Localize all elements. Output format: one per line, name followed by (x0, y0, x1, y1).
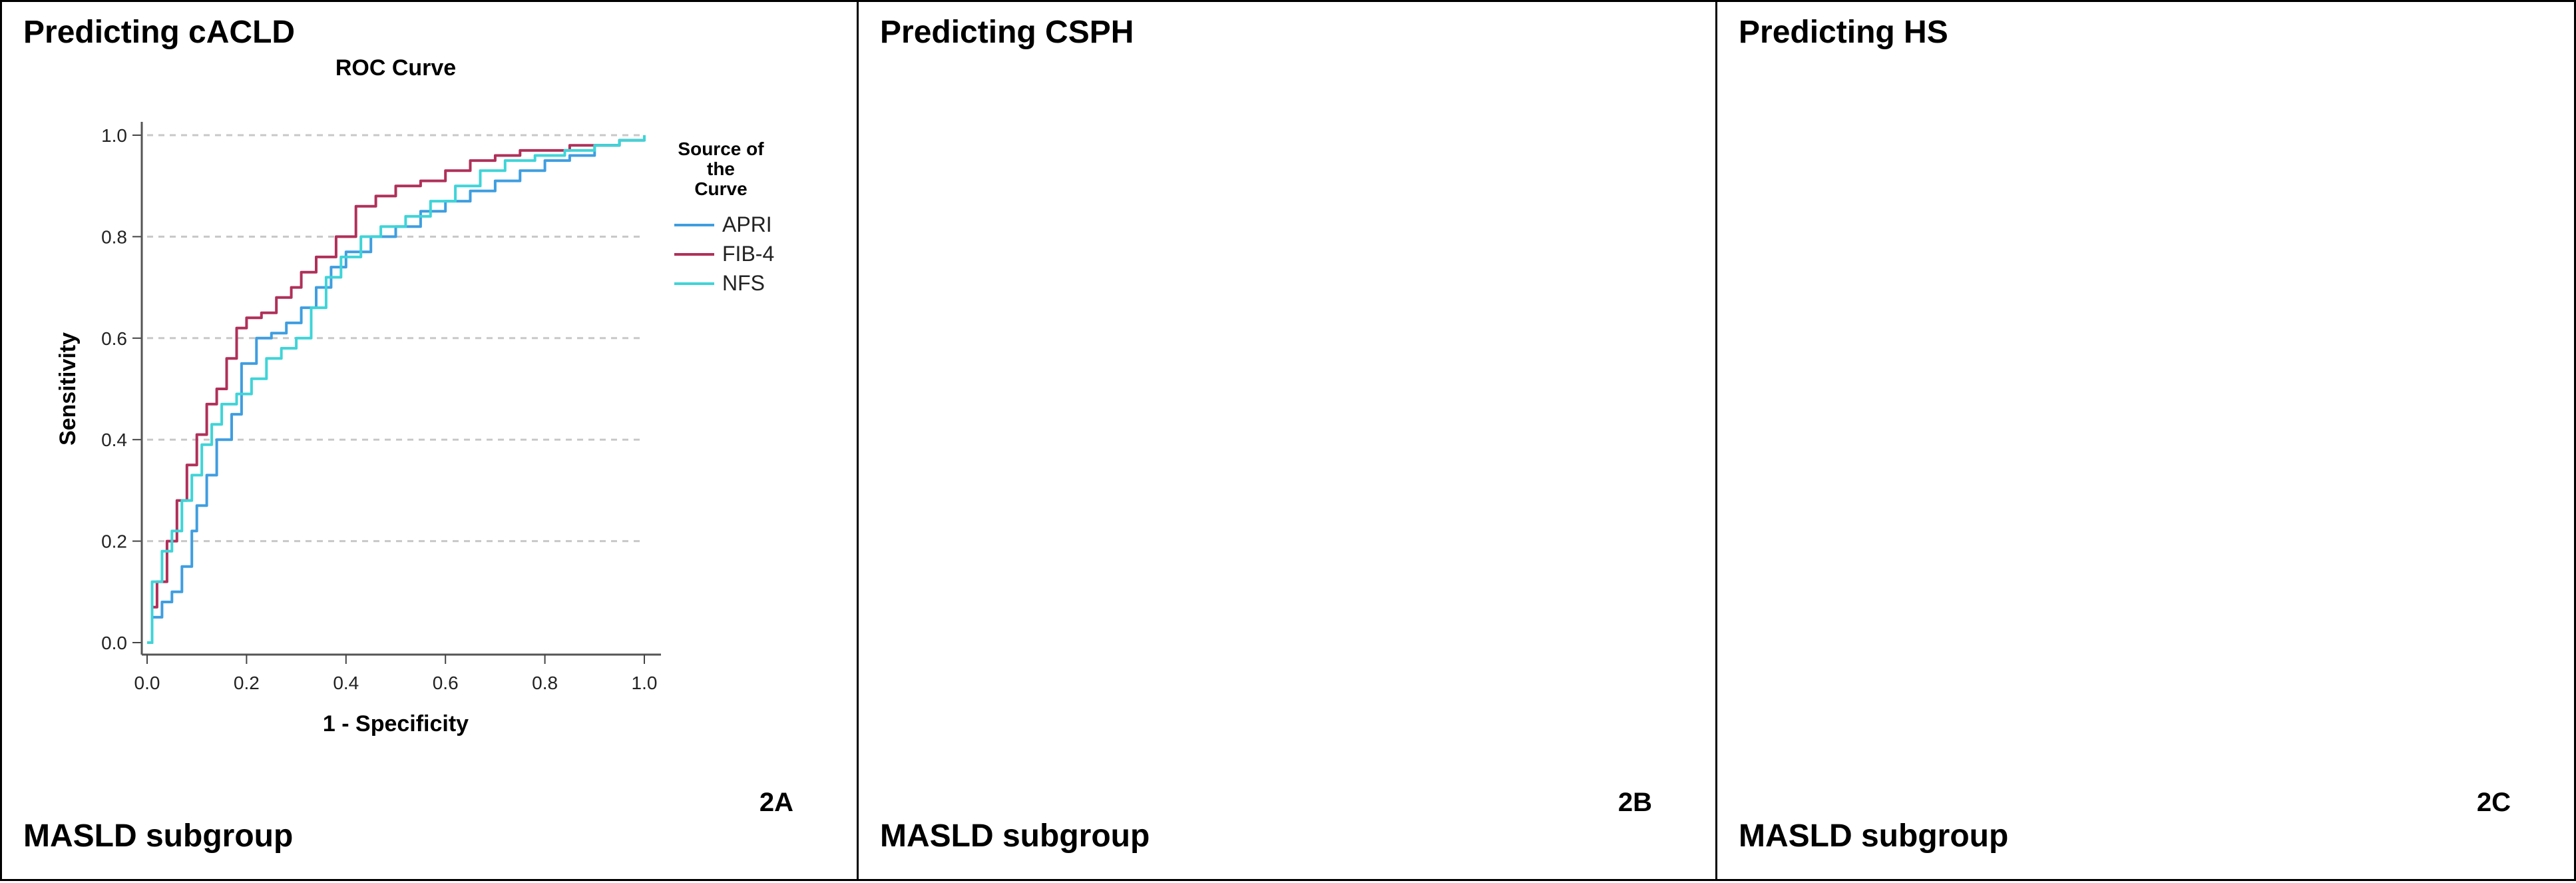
y-tick-label: 0.4 (101, 430, 127, 450)
y-axis-label: Sensitivity (55, 332, 81, 445)
panel-2b: Predicting CSPH ROC Curve0.00.20.40.60.8… (859, 0, 1717, 881)
x-tick-label: 0.2 (234, 673, 260, 693)
y-tick-label: 0.8 (101, 226, 127, 247)
legend-title: the (707, 158, 735, 179)
legend-item: APRI (722, 212, 772, 236)
panel-label: 2B (1617, 788, 1652, 817)
panel-label: 2C (2476, 788, 2511, 817)
x-tick-label: 0.8 (532, 673, 558, 693)
y-tick-label: 0.2 (101, 531, 127, 552)
subgroup-label: MASLD subgroup (23, 818, 294, 854)
roc-chart: ROC Curve0.00.20.40.60.81.00.00.20.40.60… (859, 2, 1717, 883)
roc-chart: ROC Curve0.00.20.40.60.81.00.00.20.40.60… (1717, 2, 2576, 883)
series-line-nfs (147, 135, 646, 644)
roc-chart: ROC Curve 0.0 0.2 0.4 0.6 0.8 1.0 0.0 0.2 0.4 0.6 0… (55, 55, 774, 736)
panel-heading: Predicting HS (1739, 15, 1948, 50)
chart-title: ROC Curve (335, 55, 456, 81)
panel-heading: Predicting cACLD (23, 15, 296, 50)
legend-title: Curve (694, 178, 747, 199)
panel-heading: Predicting CSPH (880, 15, 1134, 50)
panel-2c: Predicting HS ROC Curve0.00.20.40.60.81.… (1717, 0, 2576, 881)
panel-label: 2A (759, 788, 793, 817)
x-axis-label: 1 - Specificity (323, 711, 469, 736)
x-tick-label: 0.0 (134, 673, 160, 693)
subgroup-label: MASLD subgroup (1739, 818, 2009, 854)
legend-item: FIB-4 (722, 242, 774, 266)
y-tick-label: 0.0 (101, 633, 127, 653)
series-line-fib-4 (147, 135, 646, 644)
x-tick-label: 0.6 (433, 673, 459, 693)
legend-item: NFS (722, 271, 765, 295)
y-tick-label: 1.0 (101, 125, 127, 146)
legend-title: Source of (678, 139, 764, 159)
y-tick-label: 0.6 (101, 328, 127, 349)
panel-2a: Predicting cACLD ROC Curve 0.0 0.2 0.4 0.6 0.… (0, 0, 859, 881)
x-tick-label: 1.0 (632, 673, 658, 693)
subgroup-label: MASLD subgroup (880, 818, 1150, 854)
x-tick-label: 0.4 (333, 673, 359, 693)
